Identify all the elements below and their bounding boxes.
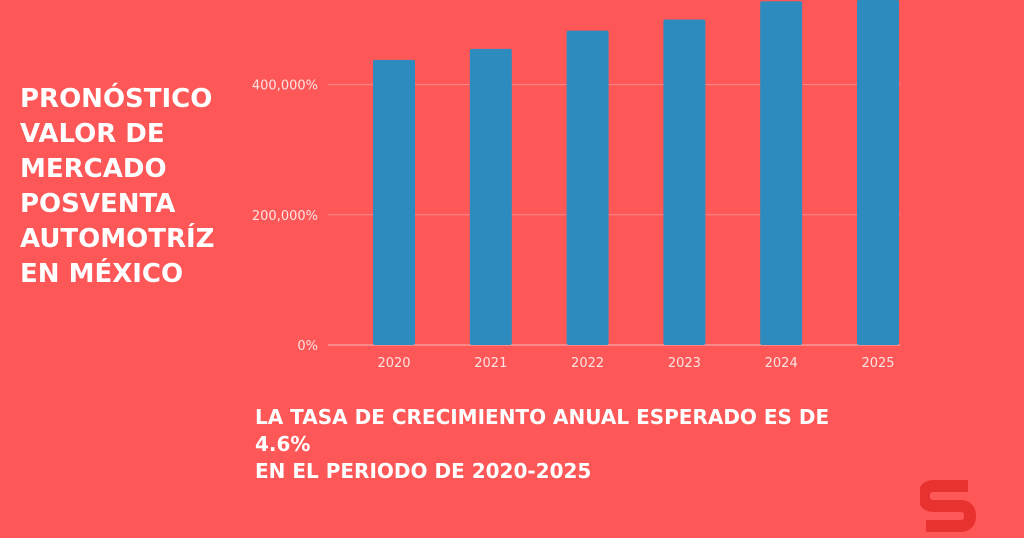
brand-s-logo-icon <box>920 480 976 532</box>
bar-2025 <box>857 0 899 345</box>
title-line: VALOR DE <box>20 119 165 149</box>
y-tick-label: 200,000% <box>252 209 318 224</box>
x-tick-label: 2024 <box>765 356 798 371</box>
y-tick-label: 400,000% <box>252 79 318 94</box>
x-tick-label: 2020 <box>377 356 410 371</box>
bar-2023 <box>663 19 706 346</box>
summary-rate: 4.6% <box>255 432 311 456</box>
bar-chart: 0% 200,000% 400,000% 2020 2021 2022 2023 2024 20… <box>252 0 900 371</box>
x-tick-label: 2021 <box>474 356 507 371</box>
bar-2022 <box>566 30 609 346</box>
title-line: MERCADO <box>20 154 167 184</box>
summary-line: LA TASA DE CRECIMIENTO ANUAL ESPERADO ES… <box>255 405 830 429</box>
x-tick-label: 2022 <box>571 356 604 371</box>
growth-summary: LA TASA DE CRECIMIENTO ANUAL ESPERADO ES… <box>255 404 915 485</box>
bar-2021 <box>469 48 512 346</box>
title-line: AUTOMOTRÍZ <box>20 224 215 254</box>
bar-2020 <box>373 59 415 346</box>
y-tick-label: 0% <box>297 339 318 354</box>
x-tick-label: 2025 <box>861 356 894 371</box>
summary-line: EN EL PERIODO DE 2020-2025 <box>255 459 592 483</box>
x-tick-label: 2023 <box>668 356 701 371</box>
title-line: PRONÓSTICO <box>20 84 213 114</box>
bar-2024 <box>760 1 803 346</box>
title-line: POSVENTA <box>20 189 176 219</box>
chart-title: PRONÓSTICO VALOR DE MERCADO POSVENTA AUT… <box>20 82 235 292</box>
title-line: EN MÉXICO <box>20 259 184 289</box>
